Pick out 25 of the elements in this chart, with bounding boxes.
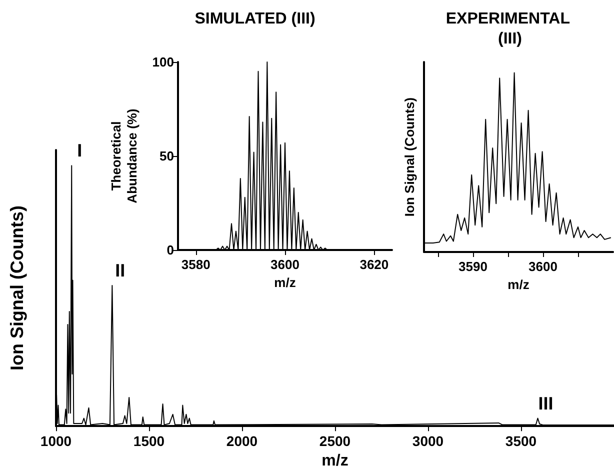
y-tick-label: 100 — [152, 54, 174, 70]
x-tick-label: 3590 — [458, 259, 488, 274]
x-tick-label: 3600 — [528, 259, 558, 274]
x-tick-label: 1000 — [40, 433, 72, 450]
x-tick-label: 3620 — [360, 257, 389, 272]
y-axis-title: Ion Signal (Counts) — [402, 97, 417, 217]
x-axis-title: m/z — [508, 276, 530, 292]
y-axis-title: Ion Signal (Counts) — [7, 206, 27, 371]
chart-title: SIMULATED (III) — [194, 10, 316, 28]
annotation: I — [77, 140, 82, 161]
chart-title: EXPERIMENTAL (III) — [446, 10, 574, 48]
x-tick-label: 2000 — [226, 433, 258, 450]
x-tick-label: 3580 — [181, 257, 210, 272]
x-tick-label: 3000 — [412, 433, 444, 450]
x-tick-label: 2500 — [319, 433, 351, 450]
annotation: II — [115, 260, 126, 280]
y-tick-label: 0 — [166, 242, 174, 258]
x-axis-title: m/z — [322, 452, 348, 470]
x-tick-label: 3500 — [505, 433, 537, 450]
x-tick-label: 3600 — [270, 257, 300, 272]
x-axis-title: m/z — [274, 274, 296, 290]
y-axis-title: Theoretical Abundance (%) — [108, 108, 140, 204]
x-tick-label: 1500 — [133, 433, 165, 450]
y-tick-label: 50 — [160, 148, 174, 164]
annotation: III — [538, 393, 554, 414]
